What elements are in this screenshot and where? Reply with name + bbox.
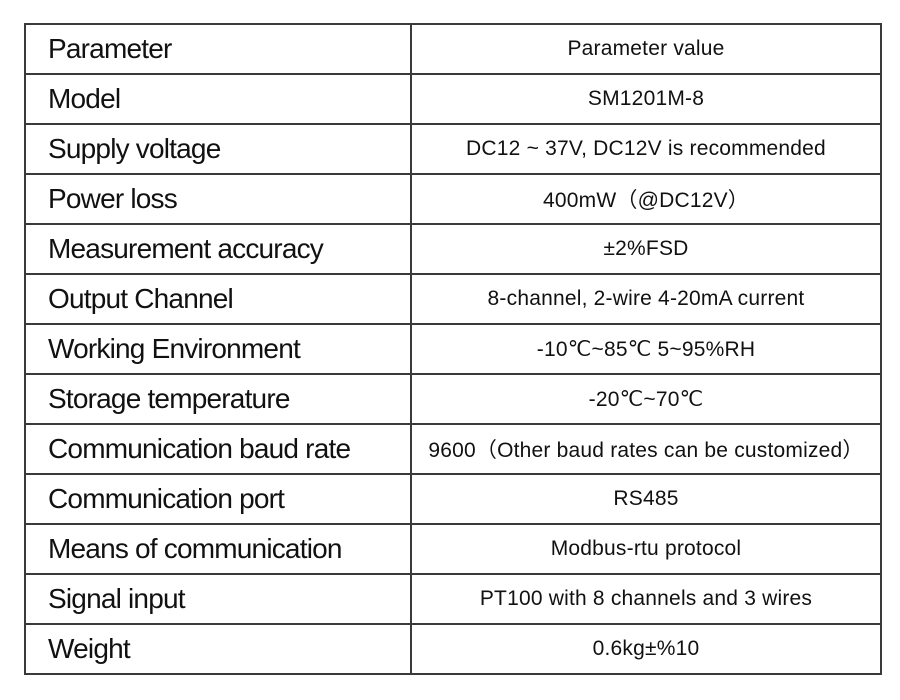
table-row: Storage temperature -20℃~70℃ [24,373,882,425]
parameter-name: Model [24,73,412,125]
parameter-value: 400mW（@DC12V） [410,173,882,225]
parameter-name: Power loss [24,173,412,225]
table-row: Power loss 400mW（@DC12V） [24,173,882,225]
parameter-name: Means of communication [24,523,412,575]
spec-table: Parameter Parameter value Model SM1201M-8… [24,23,882,675]
table-row: Output Channel 8-channel, 2-wire 4-20mA c… [24,273,882,325]
table-row: Communication baud rate 9600（Other baud r… [24,423,882,475]
parameter-name: Output Channel [24,273,412,325]
parameter-value: ±2%FSD [410,223,882,275]
header-cell: Parameter [24,23,412,75]
parameter-name: Weight [24,623,412,675]
parameter-name: Working Environment [24,323,412,375]
parameter-value: 9600（Other baud rates can be customized） [410,423,882,475]
parameter-name: Supply voltage [24,123,412,175]
parameter-value: SM1201M-8 [410,73,882,125]
parameter-value: -10℃~85℃ 5~95%RH [410,323,882,375]
table-row: Means of communication Modbus-rtu protoco… [24,523,882,575]
parameter-value: RS485 [410,473,882,525]
header-cell: Parameter value [410,23,882,75]
parameter-value: Modbus-rtu protocol [410,523,882,575]
table-row: Working Environment -10℃~85℃ 5~95%RH [24,323,882,375]
parameter-value: DC12 ~ 37V, DC12V is recommended [410,123,882,175]
parameter-name: Communication port [24,473,412,525]
table-row: Signal input PT100 with 8 channels and 3 … [24,573,882,625]
table-row: Supply voltage DC12 ~ 37V, DC12V is recom… [24,123,882,175]
parameter-name: Signal input [24,573,412,625]
header-row: Parameter Parameter value [24,23,882,75]
parameter-name: Storage temperature [24,373,412,425]
parameter-name: Communication baud rate [24,423,412,475]
parameter-value: 0.6kg±%10 [410,623,882,675]
table-row: Communication port RS485 [24,473,882,525]
parameter-name: Measurement accuracy [24,223,412,275]
parameter-value: PT100 with 8 channels and 3 wires [410,573,882,625]
parameter-value: 8-channel, 2-wire 4-20mA current [410,273,882,325]
table-row: Weight 0.6kg±%10 [24,623,882,675]
table-row: Model SM1201M-8 [24,73,882,125]
table-body: Parameter Parameter value Model SM1201M-8… [24,23,882,675]
parameter-value: -20℃~70℃ [410,373,882,425]
table-row: Measurement accuracy ±2%FSD [24,223,882,275]
